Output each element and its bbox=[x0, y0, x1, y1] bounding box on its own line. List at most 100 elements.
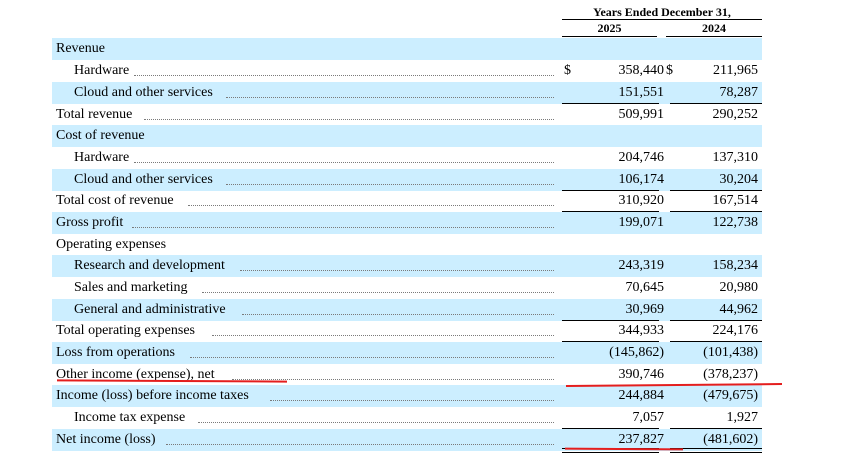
value-2024: (479,675) bbox=[703, 388, 758, 403]
row-label: Other income (expense), net bbox=[56, 367, 215, 382]
subtotal-rule bbox=[562, 103, 659, 104]
value-2025: 204,746 bbox=[618, 150, 665, 165]
subtotal-rule bbox=[562, 320, 659, 321]
leader-dots bbox=[226, 184, 554, 185]
table-row: Net income (loss) 237,827 (481,602) bbox=[52, 429, 762, 453]
leader-dots bbox=[212, 335, 554, 336]
leader-dots bbox=[270, 400, 554, 401]
row-label: Total revenue bbox=[56, 107, 133, 122]
row-label: Hardware bbox=[74, 63, 130, 78]
value-2024: 290,252 bbox=[712, 107, 759, 122]
leader-dots bbox=[134, 162, 554, 163]
table-row: Cost of revenue bbox=[52, 125, 762, 147]
row-label: Net income (loss) bbox=[56, 432, 156, 447]
row-label: Income tax expense bbox=[74, 410, 186, 425]
row-label: Research and development bbox=[74, 258, 225, 273]
value-2025: 199,071 bbox=[618, 215, 665, 230]
column-header-2024: 2024 bbox=[702, 21, 726, 35]
subtotal-rule bbox=[670, 190, 762, 191]
leader-dots bbox=[134, 75, 554, 76]
value-2025: 310,920 bbox=[618, 193, 665, 208]
row-label: Cloud and other services bbox=[74, 85, 213, 100]
value-2024: (101,438) bbox=[703, 345, 758, 360]
value-2025: 243,319 bbox=[618, 258, 665, 273]
value-2024: (378,237) bbox=[703, 367, 758, 382]
value-2024: 20,980 bbox=[719, 280, 759, 295]
total-double-rule bbox=[562, 448, 659, 453]
row-label: Loss from operations bbox=[56, 345, 175, 360]
column-header-2025-rule bbox=[562, 36, 657, 37]
subtotal-rule bbox=[670, 103, 762, 104]
leader-dots bbox=[202, 292, 554, 293]
value-2025: 344,933 bbox=[618, 323, 665, 338]
value-2025: 509,991 bbox=[618, 107, 665, 122]
leader-dots bbox=[226, 97, 554, 98]
value-2024: 122,738 bbox=[712, 215, 759, 230]
value-2025: 70,645 bbox=[625, 280, 665, 295]
value-2024: 78,287 bbox=[719, 85, 759, 100]
currency-symbol: $ bbox=[666, 63, 673, 78]
table-row: Sales and marketing 70,645 20,980 bbox=[52, 277, 762, 299]
table-row: Cloud and other services 151,551 78,287 bbox=[52, 82, 762, 104]
row-label: Sales and marketing bbox=[74, 280, 188, 295]
leader-dots bbox=[144, 119, 554, 120]
table-row: Hardware $ 358,440 $ 211,965 bbox=[52, 60, 762, 82]
table-row: General and administrative 30,969 44,962 bbox=[52, 299, 762, 321]
table-row: Other income (expense), net 390,746 (378… bbox=[52, 364, 762, 386]
value-2025: 390,746 bbox=[618, 367, 665, 382]
row-label: Income (loss) before income taxes bbox=[56, 388, 249, 403]
row-label: Cloud and other services bbox=[74, 172, 213, 187]
period-header: Years Ended December 31, bbox=[593, 5, 731, 19]
value-2024: 158,234 bbox=[712, 258, 759, 273]
subtotal-rule bbox=[562, 428, 659, 429]
table-row: Loss from operations (145,862) (101,438) bbox=[52, 342, 762, 364]
subtotal-rule bbox=[670, 211, 762, 212]
column-header-2024-rule bbox=[666, 36, 762, 37]
value-2025: 358,440 bbox=[618, 63, 665, 78]
subtotal-rule bbox=[670, 428, 762, 429]
value-2024: 30,204 bbox=[719, 172, 759, 187]
currency-symbol: $ bbox=[564, 63, 571, 78]
leader-dots bbox=[240, 270, 554, 271]
total-double-rule bbox=[670, 448, 762, 453]
row-label: Operating expenses bbox=[56, 237, 167, 252]
value-2025: 30,969 bbox=[625, 302, 665, 317]
value-2025: 151,551 bbox=[618, 85, 665, 100]
row-label: Total cost of revenue bbox=[56, 193, 174, 208]
value-2025: 7,057 bbox=[632, 410, 665, 425]
row-label: Gross profit bbox=[56, 215, 124, 230]
table-row: Total cost of revenue 310,920 167,514 bbox=[52, 190, 762, 212]
subtotal-rule bbox=[670, 320, 762, 321]
value-2025: 106,174 bbox=[618, 172, 665, 187]
value-2024: 211,965 bbox=[713, 63, 758, 78]
row-label: Revenue bbox=[56, 41, 105, 56]
leader-dots bbox=[132, 227, 554, 228]
table-row: Total revenue 509,991 290,252 bbox=[52, 104, 762, 126]
value-2024: 1,927 bbox=[726, 410, 759, 425]
table-row: Total operating expenses 344,933 224,176 bbox=[52, 320, 762, 342]
leader-dots bbox=[190, 357, 554, 358]
value-2025: 237,827 bbox=[618, 432, 665, 447]
table-row: Hardware 204,746 137,310 bbox=[52, 147, 762, 169]
row-label: Total operating expenses bbox=[56, 323, 195, 338]
value-2024: 224,176 bbox=[712, 323, 759, 338]
value-2024: 137,310 bbox=[712, 150, 759, 165]
table-row: Income (loss) before income taxes 244,88… bbox=[52, 385, 762, 407]
row-label: General and administrative bbox=[74, 302, 226, 317]
value-2024: 167,514 bbox=[712, 193, 759, 208]
period-header-rule bbox=[562, 19, 762, 20]
leader-dots bbox=[198, 422, 554, 423]
value-2025: 244,884 bbox=[618, 388, 665, 403]
leader-dots bbox=[242, 314, 554, 315]
table-row: Gross profit 199,071 122,738 bbox=[52, 212, 762, 234]
value-2025: (145,862) bbox=[609, 345, 664, 360]
row-label: Cost of revenue bbox=[56, 128, 145, 143]
table-row: Income tax expense 7,057 1,927 bbox=[52, 407, 762, 429]
subtotal-rule bbox=[670, 341, 762, 342]
subtotal-rule bbox=[562, 211, 659, 212]
leader-dots bbox=[188, 205, 554, 206]
table-row: Revenue bbox=[52, 38, 762, 60]
leader-dots bbox=[166, 444, 554, 445]
subtotal-rule bbox=[562, 341, 659, 342]
value-2024: (481,602) bbox=[703, 432, 758, 447]
